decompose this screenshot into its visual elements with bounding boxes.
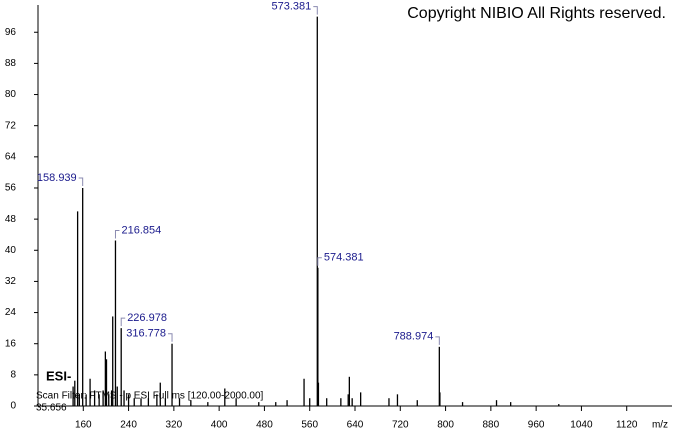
y-tick-label: 8 — [10, 369, 16, 380]
x-tick-label: 640 — [347, 420, 364, 431]
x-tick-label: 320 — [166, 420, 183, 431]
label-bracket — [78, 177, 84, 186]
label-bracket — [168, 333, 173, 342]
x-tick-label: 880 — [483, 420, 500, 431]
y-tick-label: 72 — [5, 120, 17, 131]
y-tick-label: 48 — [5, 214, 17, 225]
y-tick-label: 0 — [10, 401, 16, 412]
y-tick-label: 24 — [5, 307, 17, 318]
y-tick-label: 40 — [5, 245, 17, 256]
y-tick-label: 16 — [5, 338, 17, 349]
y-tick-label: 56 — [5, 183, 17, 194]
x-axis-label: m/z — [652, 420, 668, 431]
x-tick-label: 560 — [301, 420, 318, 431]
peak-label: 158.939 — [37, 172, 77, 184]
x-tick-label: 160 — [75, 420, 92, 431]
label-bracket — [317, 257, 322, 266]
y-tick-label: 32 — [5, 276, 17, 287]
x-tick-label: 480 — [256, 420, 273, 431]
x-tick-label: 240 — [120, 420, 137, 431]
y-tick-label: 64 — [5, 151, 17, 162]
x-tick-label: 720 — [392, 420, 409, 431]
x-tick-label: 800 — [437, 420, 454, 431]
x-tick-label: 1120 — [616, 420, 638, 431]
x-tick-label: 400 — [211, 420, 228, 431]
annotation: ESI- — [46, 368, 71, 383]
peak-label: 573.381 — [272, 1, 312, 13]
peak-label: 316.778 — [126, 328, 166, 340]
y-tick-label: 96 — [5, 27, 17, 38]
label-bracket — [120, 317, 126, 327]
x-tick-label: 960 — [528, 420, 545, 431]
peak-label: 788.974 — [394, 331, 434, 343]
label-bracket — [313, 6, 318, 15]
y-tick-label: 80 — [5, 89, 17, 100]
label-bracket — [435, 336, 440, 345]
peak-label: 216.854 — [121, 224, 161, 236]
chart-title: Copyright NIBIO All Rights reserved. — [407, 5, 666, 22]
peak-label: 574.381 — [324, 252, 364, 264]
label-bracket — [114, 230, 120, 239]
annotation: 35.656 — [36, 403, 67, 414]
y-tick-label: 88 — [5, 58, 17, 69]
annotation: Scan Filter: FTMS - p ESI Full ms [120.0… — [36, 391, 264, 402]
peak-label: 226.978 — [127, 312, 167, 324]
x-tick-label: 1040 — [570, 420, 593, 431]
